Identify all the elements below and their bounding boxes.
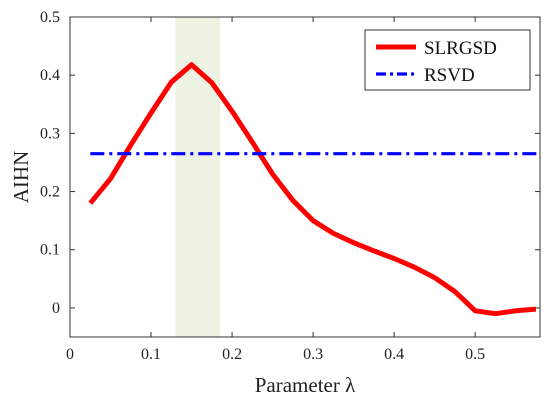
x-tick-label: 0.4 (384, 346, 404, 363)
series-layer (88, 62, 540, 317)
legend-label-rsvd: RSVD (424, 65, 475, 86)
legend-label-slrgsd: SLRGSD (424, 38, 497, 59)
x-axis-label: Parameter λ (255, 373, 356, 397)
y-tick-label: 0.4 (40, 67, 60, 84)
y-tick-label: 0.5 (40, 9, 60, 26)
plot-frame (69, 16, 541, 338)
legend-box (364, 29, 531, 91)
legend: SLRGSD RSVD (364, 29, 531, 91)
y-tick-label: 0.3 (40, 125, 60, 142)
highlight-band (175, 17, 220, 337)
y-axis-label: AIHN (9, 151, 33, 204)
x-tick-label: 0.1 (141, 346, 161, 363)
tick-layer: 0 0.1 0.2 0.3 0.4 0.5 0 0.1 0.2 0.3 0.4 0.5 (40, 9, 540, 363)
series-line-slrgsd (88, 62, 537, 317)
x-tick-label: 0.5 (465, 346, 485, 363)
x-tick-label: 0.3 (303, 346, 323, 363)
y-tick-label: 0.1 (40, 242, 60, 259)
y-tick-label: 0 (52, 300, 60, 317)
y-tick-label: 0.2 (40, 184, 60, 201)
x-tick-label: 0.2 (222, 346, 242, 363)
x-tick-label: 0 (66, 346, 74, 363)
highlight-band-layer (175, 17, 220, 337)
